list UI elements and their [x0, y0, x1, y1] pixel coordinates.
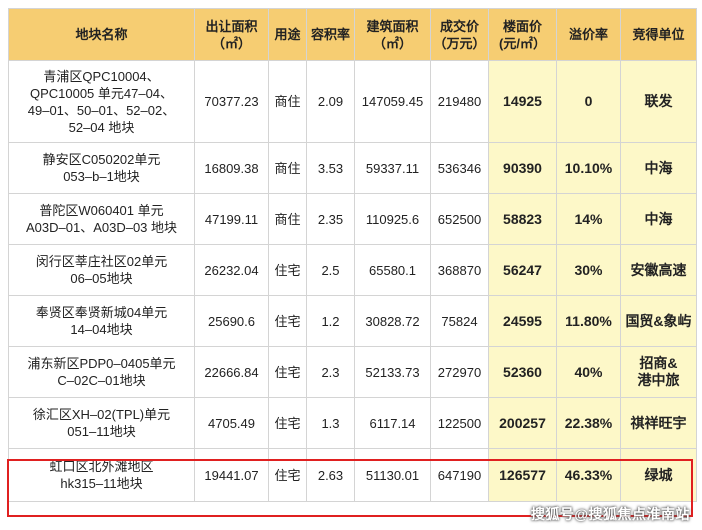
header-floor-price: 楼面价 (元/㎡） — [488, 8, 557, 61]
cell-winner: 招商& 港中旅 — [620, 346, 697, 398]
cell-land-area: 22666.84 — [194, 346, 269, 398]
cell-land-area: 47199.11 — [194, 193, 269, 245]
cell-deal-price: 536346 — [430, 142, 489, 194]
cell-winner: 祺祥旺宇 — [620, 397, 697, 449]
cell-land-area: 4705.49 — [194, 397, 269, 449]
cell-plot-name: 普陀区W060401 单元 A03D–01、A03D–03 地块 — [8, 193, 195, 245]
cell-premium-rate: 11.80% — [556, 295, 621, 347]
cell-usage: 住宅 — [268, 346, 307, 398]
cell-building-area: 110925.6 — [354, 193, 431, 245]
cell-deal-price: 652500 — [430, 193, 489, 245]
cell-premium-rate: 40% — [556, 346, 621, 398]
cell-winner: 中海 — [620, 193, 697, 245]
cell-floor-price: 200257 — [488, 397, 557, 449]
header-premium-rate: 溢价率 — [556, 8, 621, 61]
cell-plot-ratio: 2.5 — [306, 244, 355, 296]
table-row: 普陀区W060401 单元 A03D–01、A03D–03 地块 47199.11 商… — [8, 193, 697, 245]
cell-land-area: 26232.04 — [194, 244, 269, 296]
cell-deal-price: 272970 — [430, 346, 489, 398]
cell-building-area: 30828.72 — [354, 295, 431, 347]
cell-premium-rate: 22.38% — [556, 397, 621, 449]
cell-floor-price: 56247 — [488, 244, 557, 296]
cell-floor-price: 90390 — [488, 142, 557, 194]
cell-premium-rate: 10.10% — [556, 142, 621, 194]
cell-land-area: 70377.23 — [194, 60, 269, 143]
cell-building-area: 147059.45 — [354, 60, 431, 143]
cell-plot-ratio: 3.53 — [306, 142, 355, 194]
cell-plot-name: 浦东新区PDP0–0405单元 C–02C–01地块 — [8, 346, 195, 398]
cell-floor-price: 14925 — [488, 60, 557, 143]
cell-usage: 商住 — [268, 193, 307, 245]
cell-floor-price: 58823 — [488, 193, 557, 245]
table-row: 徐汇区XH–02(TPL)单元 051–11地块 4705.49 住宅 1.3 6117.… — [8, 397, 697, 449]
watermark: 搜狐号@搜狐焦点淮南站 — [530, 506, 690, 522]
cell-deal-price: 368870 — [430, 244, 489, 296]
header-plot-ratio: 容积率 — [306, 8, 355, 61]
cell-plot-name: 徐汇区XH–02(TPL)单元 051–11地块 — [8, 397, 195, 449]
cell-premium-rate: 14% — [556, 193, 621, 245]
cell-plot-ratio: 2.63 — [306, 448, 355, 502]
cell-deal-price: 122500 — [430, 397, 489, 449]
header-winner: 竞得单位 — [620, 8, 697, 61]
cell-plot-name: 虹口区北外滩地区 hk315–11地块 — [8, 448, 195, 502]
cell-winner: 绿城 — [620, 448, 697, 502]
cell-winner: 安徽高速 — [620, 244, 697, 296]
cell-plot-name: 奉贤区奉贤新城04单元 14–04地块 — [8, 295, 195, 347]
cell-building-area: 51130.01 — [354, 448, 431, 502]
header-usage: 用途 — [268, 8, 307, 61]
header-plot-name: 地块名称 — [8, 8, 195, 61]
cell-usage: 住宅 — [268, 448, 307, 502]
table-row: 青浦区QPC10004、 QPC10005 单元47–04、 49–01、50–01… — [8, 60, 697, 143]
table-header-row: 地块名称 出让面积 （㎡） 用途 容积率 建筑面积 （㎡） 成交价 （万元） 楼面价(… — [8, 8, 697, 61]
cell-plot-ratio: 2.35 — [306, 193, 355, 245]
cell-building-area: 65580.1 — [354, 244, 431, 296]
cell-premium-rate: 30% — [556, 244, 621, 296]
table-row: 静安区C050202单元 053–b–1地块 16809.38 商住 3.53 59337… — [8, 142, 697, 194]
cell-land-area: 25690.6 — [194, 295, 269, 347]
cell-floor-price: 24595 — [488, 295, 557, 347]
cell-plot-name: 青浦区QPC10004、 QPC10005 单元47–04、 49–01、50–01… — [8, 60, 195, 143]
cell-premium-rate: 0 — [556, 60, 621, 143]
cell-plot-name: 静安区C050202单元 053–b–1地块 — [8, 142, 195, 194]
header-building-area: 建筑面积 （㎡） — [354, 8, 431, 61]
cell-plot-ratio: 2.09 — [306, 60, 355, 143]
cell-floor-price: 52360 — [488, 346, 557, 398]
cell-plot-ratio: 1.3 — [306, 397, 355, 449]
cell-usage: 商住 — [268, 60, 307, 143]
cell-floor-price: 126577 — [488, 448, 557, 502]
cell-building-area: 52133.73 — [354, 346, 431, 398]
cell-deal-price: 647190 — [430, 448, 489, 502]
cell-usage: 住宅 — [268, 244, 307, 296]
land-auction-table: 地块名称 出让面积 （㎡） 用途 容积率 建筑面积 （㎡） 成交价 （万元） 楼面价(… — [8, 8, 697, 502]
cell-premium-rate: 46.33% — [556, 448, 621, 502]
table-row: 虹口区北外滩地区 hk315–11地块 19441.07 住宅 2.63 51130.01… — [8, 448, 697, 502]
cell-building-area: 59337.11 — [354, 142, 431, 194]
cell-winner: 国贸&象屿 — [620, 295, 697, 347]
cell-winner: 联发 — [620, 60, 697, 143]
cell-land-area: 19441.07 — [194, 448, 269, 502]
table-row: 浦东新区PDP0–0405单元 C–02C–01地块 22666.84 住宅 2.3 52… — [8, 346, 697, 398]
cell-plot-name: 闵行区莘庄社区02单元 06–05地块 — [8, 244, 195, 296]
table-row: 奉贤区奉贤新城04单元 14–04地块 25690.6 住宅 1.2 30828.72 75… — [8, 295, 697, 347]
cell-plot-ratio: 2.3 — [306, 346, 355, 398]
table-row: 闵行区莘庄社区02单元 06–05地块 26232.04 住宅 2.5 65580.1 36… — [8, 244, 697, 296]
cell-deal-price: 75824 — [430, 295, 489, 347]
header-land-area: 出让面积 （㎡） — [194, 8, 269, 61]
header-deal-price: 成交价 （万元） — [430, 8, 489, 61]
cell-usage: 住宅 — [268, 397, 307, 449]
cell-winner: 中海 — [620, 142, 697, 194]
cell-plot-ratio: 1.2 — [306, 295, 355, 347]
cell-building-area: 6117.14 — [354, 397, 431, 449]
cell-usage: 商住 — [268, 142, 307, 194]
cell-land-area: 16809.38 — [194, 142, 269, 194]
cell-usage: 住宅 — [268, 295, 307, 347]
cell-deal-price: 219480 — [430, 60, 489, 143]
